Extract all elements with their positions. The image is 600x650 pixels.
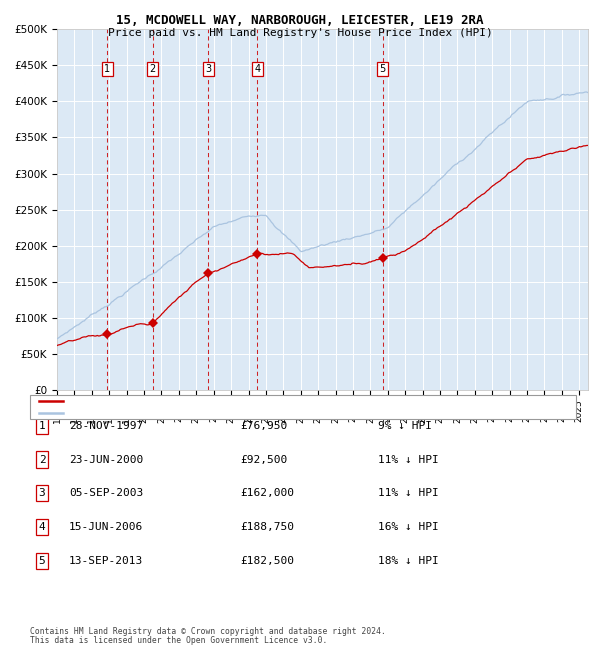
Text: 3: 3 — [205, 64, 212, 74]
Text: 15-JUN-2006: 15-JUN-2006 — [69, 522, 143, 532]
Text: 1: 1 — [38, 421, 46, 431]
Text: This data is licensed under the Open Government Licence v3.0.: This data is licensed under the Open Gov… — [30, 636, 328, 645]
Text: 9% ↓ HPI: 9% ↓ HPI — [378, 421, 432, 431]
Text: 5: 5 — [38, 556, 46, 566]
Text: 23-JUN-2000: 23-JUN-2000 — [69, 454, 143, 465]
Text: 4: 4 — [254, 64, 260, 74]
Text: 15, MCDOWELL WAY, NARBOROUGH, LEICESTER, LE19 2RA: 15, MCDOWELL WAY, NARBOROUGH, LEICESTER,… — [116, 14, 484, 27]
Text: 15, MCDOWELL WAY, NARBOROUGH, LEICESTER, LE19 2RA (detached house): 15, MCDOWELL WAY, NARBOROUGH, LEICESTER,… — [68, 397, 448, 406]
Text: £162,000: £162,000 — [240, 488, 294, 499]
Text: 5: 5 — [379, 64, 386, 74]
Text: £182,500: £182,500 — [240, 556, 294, 566]
Text: Contains HM Land Registry data © Crown copyright and database right 2024.: Contains HM Land Registry data © Crown c… — [30, 627, 386, 636]
Text: Price paid vs. HM Land Registry's House Price Index (HPI): Price paid vs. HM Land Registry's House … — [107, 28, 493, 38]
Text: 2: 2 — [149, 64, 156, 74]
Text: 2: 2 — [38, 454, 46, 465]
Text: 05-SEP-2003: 05-SEP-2003 — [69, 488, 143, 499]
Text: £188,750: £188,750 — [240, 522, 294, 532]
Text: £76,950: £76,950 — [240, 421, 287, 431]
Text: 13-SEP-2013: 13-SEP-2013 — [69, 556, 143, 566]
Text: HPI: Average price, detached house, Blaby: HPI: Average price, detached house, Blab… — [68, 409, 304, 417]
Text: 18% ↓ HPI: 18% ↓ HPI — [378, 556, 439, 566]
Text: 11% ↓ HPI: 11% ↓ HPI — [378, 454, 439, 465]
Text: 1: 1 — [104, 64, 110, 74]
Text: 3: 3 — [38, 488, 46, 499]
Text: £92,500: £92,500 — [240, 454, 287, 465]
Text: 11% ↓ HPI: 11% ↓ HPI — [378, 488, 439, 499]
Text: 4: 4 — [38, 522, 46, 532]
Text: 16% ↓ HPI: 16% ↓ HPI — [378, 522, 439, 532]
Text: 28-NOV-1997: 28-NOV-1997 — [69, 421, 143, 431]
